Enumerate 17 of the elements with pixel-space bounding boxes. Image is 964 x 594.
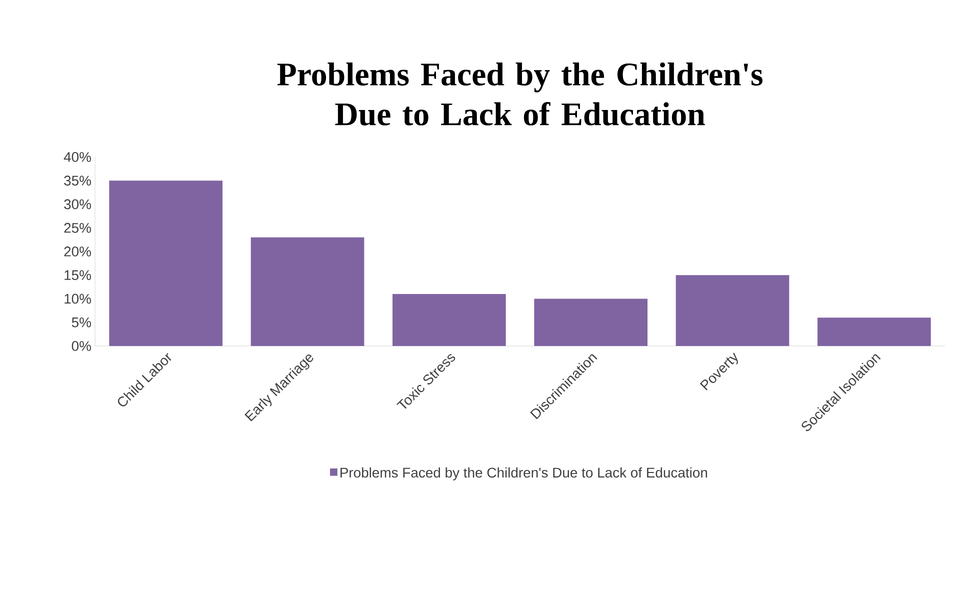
bar — [818, 318, 931, 346]
legend-label: Problems Faced by the Children's Due to Lack of Education — [340, 467, 708, 480]
y-tick-label: 10% — [64, 294, 91, 304]
bar — [392, 294, 506, 346]
y-tick-label: 40% — [64, 152, 91, 162]
y-tick-label: 25% — [64, 222, 91, 233]
y-tick-label: 20% — [64, 246, 91, 256]
chart-title: Problems Faced by the Children's Due to Lack of Education — [277, 62, 762, 126]
bar — [676, 275, 790, 346]
y-tick-label: 30% — [64, 199, 91, 210]
y-tick-label: 35% — [64, 176, 91, 186]
y-tick-label: 5% — [72, 317, 91, 328]
y-tick-label: 0% — [72, 341, 91, 351]
y-tick-label: 15% — [64, 270, 91, 280]
bar — [109, 180, 222, 346]
bar — [250, 237, 364, 346]
bar — [534, 298, 648, 346]
